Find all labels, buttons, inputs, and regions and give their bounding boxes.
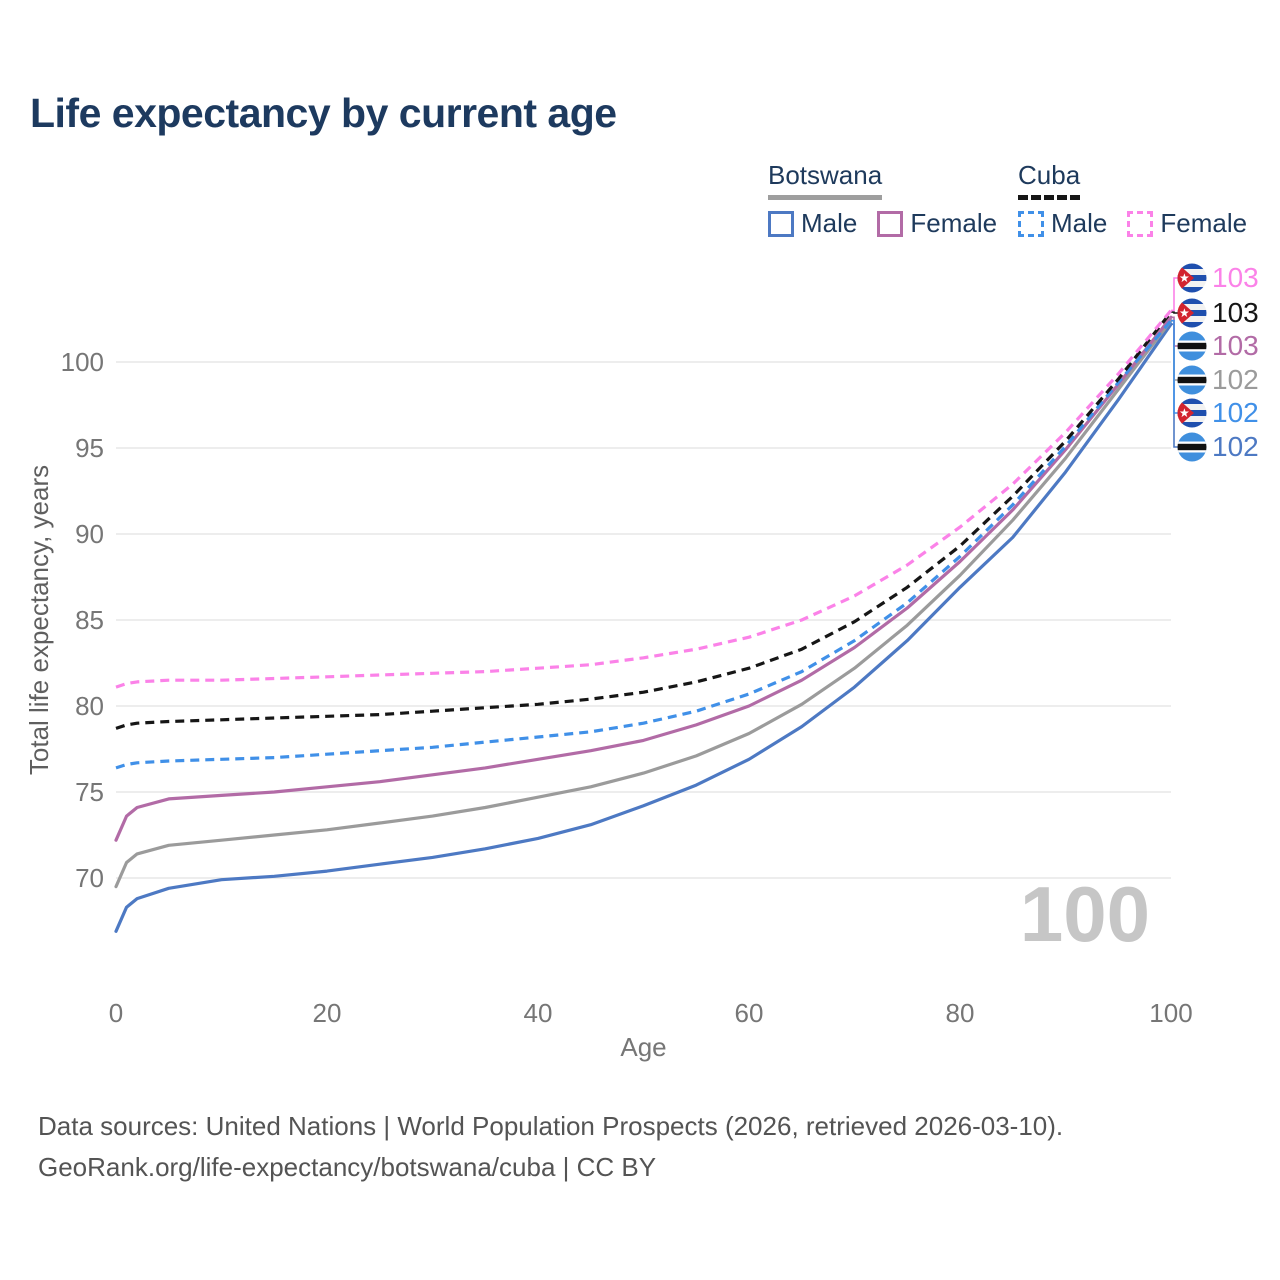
legend-item-botswana-male[interactable]: Male bbox=[768, 208, 857, 239]
legend-item-label: Male bbox=[801, 208, 858, 238]
legend-group-cuba: Cuba Male Female bbox=[1018, 160, 1247, 239]
end-value-label: 103 bbox=[1212, 262, 1259, 293]
legend-header-botswana[interactable]: Botswana bbox=[768, 160, 883, 200]
x-axis-title: Age bbox=[620, 1032, 666, 1062]
x-tick-label: 80 bbox=[946, 998, 975, 1028]
end-label-connector bbox=[1171, 319, 1178, 414]
legend-item-label: Female bbox=[1160, 208, 1248, 238]
chart-footer: Data sources: United Nations | World Pop… bbox=[38, 1106, 1063, 1188]
legend-items-botswana: Male Female bbox=[768, 208, 997, 239]
legend-item-label: Male bbox=[1051, 208, 1108, 238]
end-value-label: 103 bbox=[1212, 297, 1259, 328]
x-tick-label: 40 bbox=[524, 998, 553, 1028]
series-line-cuba-female[interactable] bbox=[115, 309, 1173, 689]
x-tick-label: 20 bbox=[313, 998, 342, 1028]
botswana-flag-icon bbox=[1177, 365, 1207, 395]
end-value-label: 102 bbox=[1212, 397, 1259, 428]
cuba-flag-icon bbox=[1177, 298, 1207, 328]
legend-group-botswana: Botswana Male Female bbox=[768, 160, 997, 239]
legend-item-botswana-female[interactable]: Female bbox=[877, 208, 997, 239]
series-line-botswana[interactable] bbox=[114, 319, 1173, 889]
series-line-botswana-male[interactable] bbox=[114, 322, 1173, 933]
attribution-line: GeoRank.org/life-expectancy/botswana/cub… bbox=[38, 1152, 657, 1182]
cuba-male-swatch-icon bbox=[1018, 210, 1044, 237]
end-label-connector bbox=[1171, 311, 1178, 314]
x-tick-label: 0 bbox=[109, 998, 123, 1028]
y-tick-label: 85 bbox=[75, 605, 104, 635]
legend-item-cuba-male[interactable]: Male bbox=[1018, 208, 1107, 239]
x-tick-label: 100 bbox=[1149, 998, 1192, 1028]
cuba-flag-icon bbox=[1177, 398, 1207, 428]
age-cursor-watermark: 100 bbox=[1020, 870, 1150, 958]
legend-item-cuba-female[interactable]: Female bbox=[1127, 208, 1247, 239]
series-line-botswana-female[interactable] bbox=[114, 315, 1173, 842]
end-value-label: 103 bbox=[1212, 330, 1259, 361]
legend-items-cuba: Male Female bbox=[1018, 208, 1247, 239]
botswana-flag-icon bbox=[1177, 432, 1207, 462]
y-axis-title: Total life expectancy, years bbox=[24, 465, 54, 775]
legend-item-label: Female bbox=[910, 208, 998, 238]
data-sources-line: Data sources: United Nations | World Pop… bbox=[38, 1111, 1064, 1141]
cuba-female-swatch-icon bbox=[1127, 210, 1154, 237]
line-chart[interactable]: 70 75 80 85 90 95 100 0 20 40 60 80 100 Age Total life… bbox=[0, 0, 1280, 1075]
x-tick-label: 60 bbox=[735, 998, 764, 1028]
cuba-flag-icon bbox=[1177, 263, 1207, 293]
end-label-connector bbox=[1171, 277, 1178, 312]
y-tick-label: 70 bbox=[75, 863, 104, 893]
y-tick-label: 95 bbox=[75, 433, 104, 463]
y-tick-label: 90 bbox=[75, 519, 104, 549]
y-tick-label: 80 bbox=[75, 691, 104, 721]
series-line-cuba-male[interactable] bbox=[115, 319, 1173, 770]
y-tick-label: 75 bbox=[75, 777, 104, 807]
botswana-male-swatch-icon bbox=[768, 210, 794, 237]
y-tick-label: 100 bbox=[61, 347, 104, 377]
end-value-label: 102 bbox=[1212, 364, 1259, 395]
botswana-female-swatch-icon bbox=[877, 210, 904, 237]
botswana-flag-icon bbox=[1177, 331, 1207, 361]
series-line-cuba[interactable] bbox=[115, 311, 1173, 730]
legend-header-cuba[interactable]: Cuba bbox=[1018, 160, 1081, 200]
end-value-label: 102 bbox=[1212, 431, 1259, 462]
chart-title: Life expectancy by current age bbox=[30, 90, 617, 136]
